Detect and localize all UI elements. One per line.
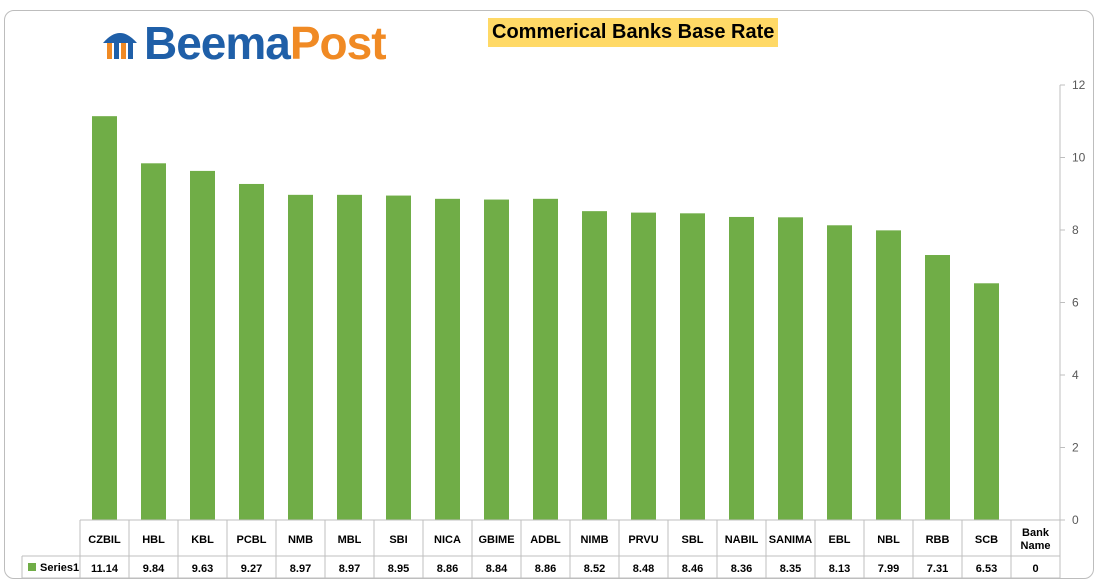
value-label: 8.84 xyxy=(486,563,508,575)
value-label: 7.31 xyxy=(927,563,948,575)
category-label: MBL xyxy=(338,534,362,546)
category-label: GBIME xyxy=(478,534,514,546)
value-label: 8.13 xyxy=(829,563,850,575)
category-label: HBL xyxy=(142,534,165,546)
legend-label: Series1 xyxy=(40,562,79,574)
bar-nabil xyxy=(729,216,754,520)
category-label: EBL xyxy=(829,534,851,546)
category-label: NMB xyxy=(288,534,313,546)
category-label: SBI xyxy=(389,534,407,546)
category-label-line: Name xyxy=(1021,540,1051,552)
category-label-line: Bank xyxy=(1022,527,1050,539)
y-tick-label: 2 xyxy=(1072,441,1079,455)
value-label: 8.95 xyxy=(388,563,409,575)
category-label: Bank Name xyxy=(1021,527,1051,552)
value-label: 8.97 xyxy=(339,563,360,575)
category-label: RBB xyxy=(926,534,950,546)
beemapost-logo: Beema Post xyxy=(100,17,387,69)
umbrella-logo-icon xyxy=(103,33,137,59)
bar-ebl xyxy=(827,225,852,520)
value-label: 0 xyxy=(1032,563,1038,575)
value-label: 8.86 xyxy=(535,563,556,575)
legend-swatch xyxy=(28,563,36,571)
category-label: NABIL xyxy=(725,534,759,546)
y-tick-label: 4 xyxy=(1072,368,1079,382)
value-label: 6.53 xyxy=(976,563,997,575)
y-tick-label: 10 xyxy=(1072,151,1086,165)
bar-hbl xyxy=(141,163,166,521)
bar-gbime xyxy=(484,199,509,521)
bar-nimb xyxy=(582,211,607,520)
category-label: SANIMA xyxy=(769,534,812,546)
category-label: SCB xyxy=(975,534,998,546)
category-label: CZBIL xyxy=(88,534,121,546)
bar-sanima xyxy=(778,217,803,520)
value-label: 8.36 xyxy=(731,563,752,575)
bar-prvu xyxy=(631,212,656,520)
bar-pcbl xyxy=(239,183,264,520)
y-tick-label: 6 xyxy=(1072,296,1079,310)
category-label: NIMB xyxy=(580,534,608,546)
y-tick-label: 8 xyxy=(1072,223,1079,237)
value-label: 7.99 xyxy=(878,563,899,575)
category-label: ADBL xyxy=(530,534,561,546)
value-label: 8.35 xyxy=(780,563,801,575)
logo-text-post: Post xyxy=(289,17,387,69)
bar-mbl xyxy=(337,194,362,520)
bar-sbi xyxy=(386,195,411,520)
bar-adbl xyxy=(533,198,558,520)
y-tick-label: 0 xyxy=(1072,513,1079,527)
category-label: NICA xyxy=(434,534,461,546)
bar-nica xyxy=(435,198,460,520)
value-label: 9.84 xyxy=(143,563,165,575)
value-label: 8.97 xyxy=(290,563,311,575)
bar-scb xyxy=(974,283,999,520)
value-label: 8.86 xyxy=(437,563,458,575)
bar-sbl xyxy=(680,213,705,520)
category-label: PRVU xyxy=(628,534,658,546)
value-label: 8.52 xyxy=(584,563,605,575)
value-label: 8.46 xyxy=(682,563,703,575)
bar-kbl xyxy=(190,170,215,520)
value-label: 9.63 xyxy=(192,563,213,575)
bar-nmb xyxy=(288,194,313,520)
value-label: 11.14 xyxy=(91,563,119,575)
category-label: NBL xyxy=(877,534,900,546)
bar-nbl xyxy=(876,230,901,521)
bar-rbb xyxy=(925,255,950,520)
category-label: KBL xyxy=(191,534,214,546)
category-label: PCBL xyxy=(237,534,267,546)
chart-title: Commerical Banks Base Rate xyxy=(488,18,779,47)
bar-czbil xyxy=(92,116,117,521)
value-label: 8.48 xyxy=(633,563,654,575)
value-label: 9.27 xyxy=(241,563,262,575)
category-label: SBL xyxy=(682,534,704,546)
y-tick-label: 12 xyxy=(1072,78,1086,92)
logo-text-beema: Beema xyxy=(144,17,291,69)
